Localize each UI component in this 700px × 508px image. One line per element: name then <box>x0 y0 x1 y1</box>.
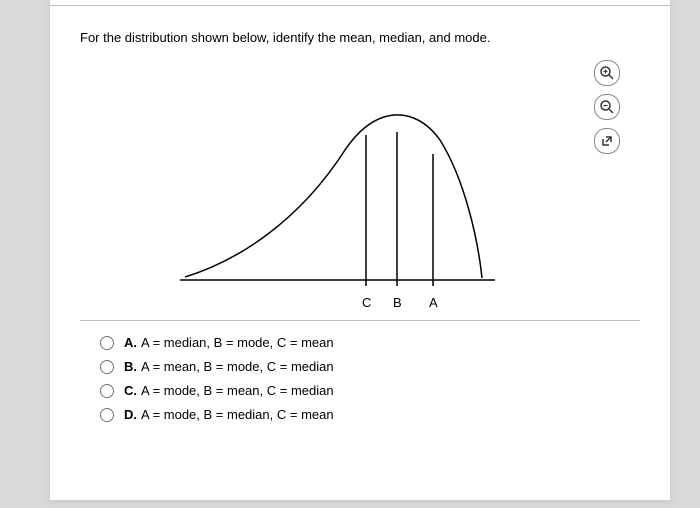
axis-label-c: C <box>362 295 371 310</box>
axis-label-b: B <box>393 295 402 310</box>
axis-label-a: A <box>429 295 438 310</box>
zoom-in-icon <box>599 65 615 81</box>
question-page: For the distribution shown below, identi… <box>50 0 670 500</box>
answer-letter: C. <box>124 383 137 398</box>
answer-list: A. A = median, B = mode, C = mean B. A = me… <box>100 335 334 422</box>
top-divider <box>50 5 670 6</box>
answer-text: A = mode, B = mean, C = median <box>141 383 334 398</box>
answer-option[interactable]: A. A = median, B = mode, C = mean <box>100 335 334 350</box>
answer-letter: B. <box>124 359 137 374</box>
answer-option[interactable]: B. A = mean, B = mode, C = median <box>100 359 334 374</box>
answer-text: A = mode, B = median, C = mean <box>141 407 334 422</box>
answer-letter: D. <box>124 407 137 422</box>
section-divider <box>80 320 640 321</box>
radio-button[interactable] <box>100 384 114 398</box>
radio-button[interactable] <box>100 408 114 422</box>
radio-button[interactable] <box>100 336 114 350</box>
zoom-out-icon <box>599 99 615 115</box>
popout-button[interactable] <box>594 128 620 154</box>
radio-button[interactable] <box>100 360 114 374</box>
axis-labels: CBA <box>180 295 500 315</box>
zoom-in-button[interactable] <box>594 60 620 86</box>
question-text: For the distribution shown below, identi… <box>80 30 490 45</box>
zoom-out-button[interactable] <box>594 94 620 120</box>
answer-text: A = mean, B = mode, C = median <box>141 359 334 374</box>
figure-tools <box>594 60 620 154</box>
answer-option[interactable]: C. A = mode, B = mean, C = median <box>100 383 334 398</box>
answer-option[interactable]: D. A = mode, B = median, C = mean <box>100 407 334 422</box>
answer-letter: A. <box>124 335 137 350</box>
popout-icon <box>600 134 614 148</box>
distribution-chart <box>180 110 500 290</box>
answer-text: A = median, B = mode, C = mean <box>141 335 334 350</box>
